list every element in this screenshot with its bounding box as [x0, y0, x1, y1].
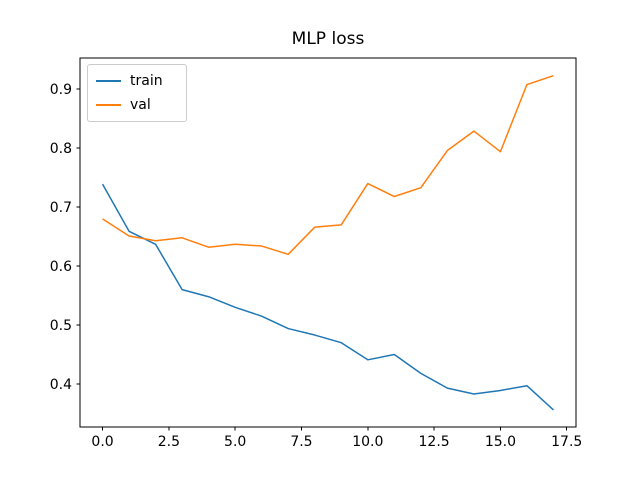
x-tick-label: 10.0 [352, 434, 383, 450]
x-tick-label: 0.0 [91, 434, 113, 450]
x-tick-label: 5.0 [224, 434, 246, 450]
chart-title: MLP loss [291, 29, 365, 49]
y-tick-label: 0.8 [50, 141, 72, 157]
axis-ticks [76, 88, 568, 431]
val-line [102, 74, 554, 256]
x-tick-label: 12.5 [419, 434, 450, 450]
x-tick-label: 15.0 [485, 434, 516, 450]
plot-area [79, 57, 577, 428]
val-line-swatch [96, 103, 121, 107]
y-tick-label: 0.6 [50, 259, 72, 275]
data-series [101, 74, 554, 411]
y-tick-label: 0.5 [50, 318, 72, 334]
legend: train val [87, 64, 187, 122]
train-line [101, 183, 554, 411]
legend-item-val: val [96, 93, 178, 117]
legend-item-train: train [96, 69, 178, 93]
y-tick-label: 0.9 [50, 82, 72, 98]
x-tick-label: 7.5 [290, 434, 312, 450]
train-line-swatch [96, 79, 121, 83]
y-tick-label: 0.4 [50, 377, 72, 393]
axis-tick-labels: 0.0 2.5 5.0 7.5 10.0 12.5 15.0 17.5 0.4 0.5 0.6 0.7… [50, 82, 583, 450]
legend-label-train: train [130, 73, 163, 89]
y-tick-label: 0.7 [50, 200, 72, 216]
x-tick-label: 17.5 [551, 434, 582, 450]
x-tick-label: 2.5 [158, 434, 180, 450]
legend-label-val: val [130, 97, 151, 113]
